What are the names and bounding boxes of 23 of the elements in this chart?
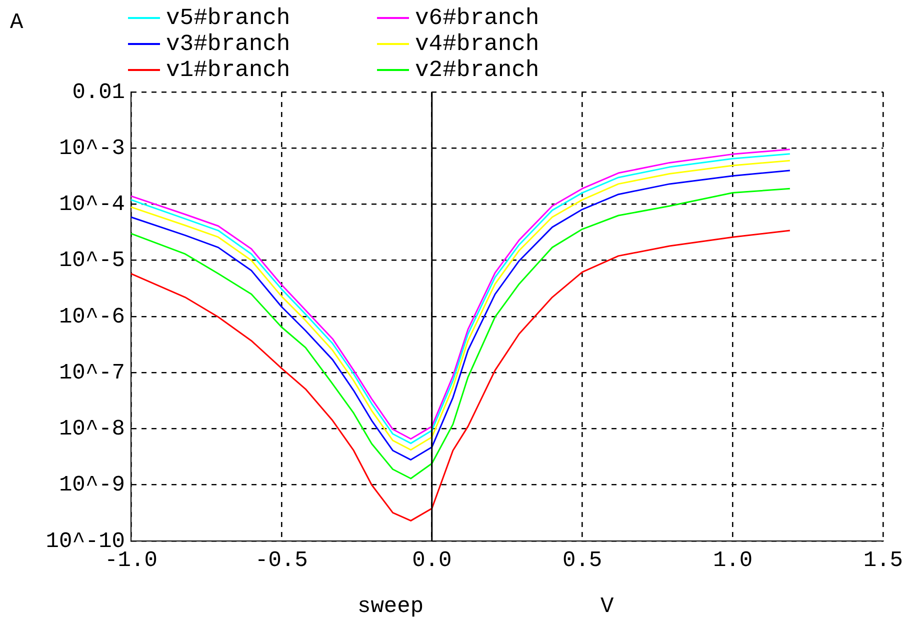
- y-axis-title: A: [10, 10, 24, 35]
- x-tick-label: 1.0: [712, 548, 753, 574]
- y-tick-label: 10^-6: [58, 304, 125, 330]
- legend-label: v4#branch: [415, 31, 540, 57]
- x-tick-label: -1.0: [104, 548, 158, 574]
- legend-label: v1#branch: [166, 57, 290, 83]
- y-tick-label: 10^-4: [58, 192, 125, 218]
- x-tick-label: -0.5: [255, 548, 308, 574]
- x-axis-title: sweep: [358, 594, 424, 618]
- x-tick-label: 0.0: [412, 548, 452, 574]
- y-tick-label: 10^-9: [58, 472, 125, 498]
- y-tick-label: 10^-8: [58, 416, 125, 442]
- text: V: [600, 594, 615, 618]
- y-tick-label: 10^-5: [58, 248, 125, 274]
- legend-label: v6#branch: [415, 5, 540, 31]
- legend-label: v3#branch: [166, 31, 290, 57]
- x-tick-label: 0.5: [562, 548, 602, 574]
- y-tick-label: 10^-7: [58, 360, 125, 386]
- x-tick-label: 1.5: [863, 548, 903, 574]
- y-tick-label: 10^-3: [58, 136, 125, 161]
- legend-label: v2#branch: [415, 57, 540, 83]
- y-tick-label: 0.01: [72, 80, 125, 105]
- legend-label: v5#branch: [166, 5, 290, 31]
